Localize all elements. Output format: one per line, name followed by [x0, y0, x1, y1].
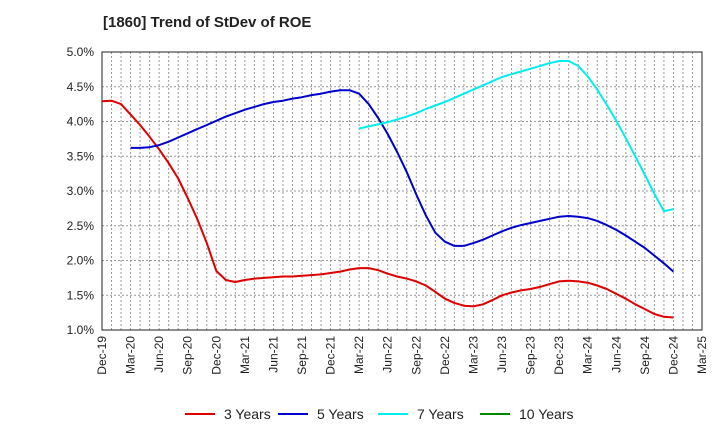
y-tick-label: 4.5%	[67, 80, 95, 94]
x-tick-label: Sep-24	[638, 336, 652, 375]
x-tick-label: Dec-20	[209, 336, 223, 375]
x-tick-label: Mar-22	[352, 336, 366, 374]
x-axis-ticks: Dec-19 Mar-20 Jun-20 Sep-20 Dec-20 Mar-21 Jun-…	[95, 336, 709, 375]
x-tick-label: Jun-22	[381, 336, 395, 373]
x-tick-label: Sep-22	[409, 336, 423, 375]
x-tick-label: Dec-21	[324, 336, 338, 375]
plot-frame	[101, 51, 703, 331]
x-tick-label: Dec-24	[666, 336, 680, 375]
x-tick-label: Jun-24	[609, 336, 623, 373]
y-tick-label: 5.0%	[67, 45, 95, 59]
x-tick-label: Sep-23	[524, 336, 538, 375]
chart-title: [1860] Trend of StDev of ROE	[103, 14, 312, 31]
y-axis-ticks: 1.0% 1.5% 2.0% 2.5% 3.0% 3.5% 4.0% 4.5% 5.0%	[67, 45, 95, 337]
x-tick-label: Jun-21	[266, 336, 280, 373]
x-tick-label: Sep-20	[181, 336, 195, 375]
x-tick-label: Mar-25	[695, 336, 709, 374]
x-tick-label: Mar-20	[124, 336, 138, 374]
y-tick-label: 3.5%	[67, 149, 95, 163]
x-tick-label: Jun-20	[152, 336, 166, 373]
y-tick-label: 3.0%	[67, 184, 95, 198]
x-tick-label: Dec-23	[552, 336, 566, 375]
legend: 3 Years 5 Years 7 Years 10 Years	[185, 406, 574, 422]
y-tick-label: 2.0%	[67, 254, 95, 268]
y-tick-label: 1.5%	[67, 288, 95, 302]
y-tick-label: 4.0%	[67, 115, 95, 129]
legend-label: 3 Years	[224, 406, 271, 422]
series-line-7-years	[358, 60, 674, 213]
x-tick-label: Mar-24	[581, 336, 595, 374]
y-tick-label: 1.0%	[67, 323, 95, 337]
series-line-3-years	[101, 99, 674, 319]
series-line-5-years	[130, 89, 675, 273]
x-tick-label: Sep-21	[295, 336, 309, 375]
legend-label: 5 Years	[317, 406, 364, 422]
series-lines	[101, 60, 675, 319]
y-tick-label: 2.5%	[67, 219, 95, 233]
x-tick-label: Dec-19	[95, 336, 109, 375]
legend-label: 10 Years	[519, 406, 574, 422]
legend-label: 7 Years	[417, 406, 464, 422]
x-tick-label: Mar-23	[466, 336, 480, 374]
x-tick-label: Dec-22	[438, 336, 452, 375]
x-tick-label: Jun-23	[495, 336, 509, 373]
x-tick-label: Mar-21	[238, 336, 252, 374]
